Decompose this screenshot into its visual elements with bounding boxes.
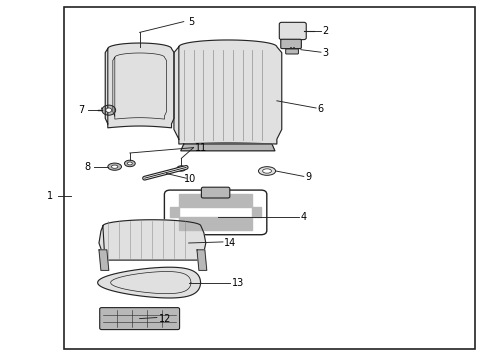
Ellipse shape: [108, 163, 122, 170]
Bar: [179, 217, 252, 230]
Text: 14: 14: [224, 238, 237, 248]
Circle shape: [106, 108, 112, 112]
Ellipse shape: [127, 162, 132, 165]
Polygon shape: [99, 250, 109, 270]
Polygon shape: [99, 220, 206, 260]
Text: 12: 12: [159, 314, 171, 324]
Circle shape: [102, 105, 116, 115]
Bar: [64, 7, 475, 349]
Bar: [179, 194, 252, 207]
FancyBboxPatch shape: [99, 307, 179, 330]
Ellipse shape: [179, 167, 183, 170]
Ellipse shape: [112, 165, 118, 168]
Text: 5: 5: [188, 17, 194, 27]
Polygon shape: [98, 267, 200, 298]
Ellipse shape: [259, 167, 275, 175]
Text: 6: 6: [318, 104, 323, 114]
Text: 7: 7: [78, 105, 84, 115]
Text: 8: 8: [84, 162, 91, 172]
Bar: [252, 207, 261, 217]
Polygon shape: [105, 43, 174, 128]
Ellipse shape: [124, 160, 135, 167]
FancyBboxPatch shape: [286, 49, 298, 54]
Polygon shape: [174, 40, 282, 144]
FancyBboxPatch shape: [201, 187, 230, 198]
Text: 3: 3: [322, 48, 329, 58]
Ellipse shape: [263, 169, 271, 173]
Text: 2: 2: [322, 26, 329, 36]
Text: 11: 11: [195, 143, 207, 153]
Text: 10: 10: [184, 174, 196, 184]
Ellipse shape: [177, 166, 186, 171]
Text: 13: 13: [232, 278, 245, 288]
Bar: [171, 207, 179, 217]
FancyBboxPatch shape: [279, 22, 306, 40]
Polygon shape: [181, 144, 275, 151]
FancyBboxPatch shape: [165, 190, 267, 235]
Polygon shape: [197, 250, 207, 270]
Text: 9: 9: [306, 172, 312, 182]
Text: 1: 1: [47, 191, 53, 201]
FancyBboxPatch shape: [281, 39, 301, 49]
Text: 4: 4: [300, 212, 307, 222]
